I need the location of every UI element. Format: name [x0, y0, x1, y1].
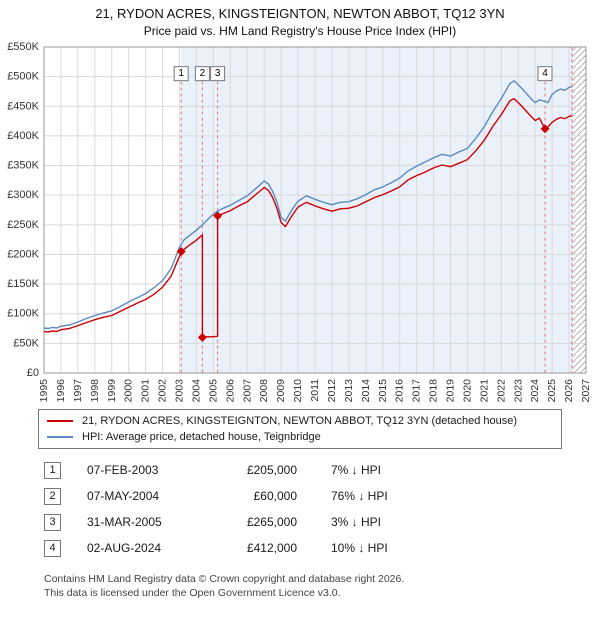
x-axis-tick-label: 2009	[275, 379, 287, 403]
sale-date: 07-MAY-2004	[87, 489, 160, 503]
chart-legend: 21, RYDON ACRES, KINGSTEIGNTON, NEWTON A…	[38, 409, 562, 449]
x-axis-tick-label: 2020	[461, 379, 473, 403]
x-axis-tick-label: 2007	[241, 379, 253, 403]
chart-header: 21, RYDON ACRES, KINGSTEIGNTON, NEWTON A…	[0, 0, 600, 39]
sale-label-box-3	[210, 66, 226, 82]
y-axis-tick-label: £0	[27, 367, 39, 379]
sale-number-badge: 4	[44, 539, 61, 557]
x-axis-tick-label: 2021	[478, 379, 490, 403]
sale-marker-2[interactable]	[197, 332, 207, 342]
sale-row-3: 3 31-MAR-2005 £265,000 3% ↓ HPI	[44, 509, 600, 535]
hpi-line-swatch	[47, 436, 73, 438]
sale-date: 31-MAR-2005	[87, 515, 162, 529]
x-axis-tick-label: 2027	[580, 379, 592, 403]
sale-row-2: 2 07-MAY-2004 £60,000 76% ↓ HPI	[44, 483, 600, 509]
sale-label-box-1	[173, 66, 189, 82]
y-axis-tick-label: £50K	[13, 337, 39, 349]
x-axis-tick-label: 2014	[360, 379, 372, 403]
x-axis-tick-label: 2001	[140, 379, 152, 403]
x-axis-tick-label: 2022	[495, 379, 507, 403]
sale-number-badge: 2	[44, 487, 61, 505]
sale-label-number: 1	[178, 68, 184, 79]
x-axis-tick-label: 2003	[174, 379, 186, 403]
x-axis-tick-label: 2011	[309, 379, 321, 402]
sale-number-badge: 3	[44, 513, 61, 531]
price-history-chart[interactable]: 1 2 3 4 £0 £50K £100K £150K £200K £250K £300K £350K…	[0, 41, 600, 409]
x-axis-tick-label: 2002	[157, 379, 169, 403]
x-axis-tick-label: 2018	[428, 379, 440, 403]
x-axis-tick-label: 2016	[394, 379, 406, 403]
legend-row-hpi: HPI: Average price, detached house, Teig…	[47, 429, 553, 445]
sale-label-box-2	[194, 66, 210, 82]
sale-label-number: 2	[200, 68, 206, 79]
hpi-line	[43, 80, 573, 330]
legend-hpi-label: HPI: Average price, detached house, Teig…	[82, 431, 321, 443]
sale-marker-1[interactable]	[176, 246, 186, 256]
x-axis-tick-label: 2024	[529, 379, 541, 403]
x-axis-tick-label: 2000	[123, 379, 135, 403]
sale-price: £412,000	[246, 541, 297, 555]
license-footer: Contains HM Land Registry data © Crown c…	[44, 573, 600, 600]
sale-hpi-delta: 3% ↓ HPI	[331, 515, 382, 529]
sale-price: £60,000	[253, 489, 297, 503]
sale-row-4: 4 02-AUG-2024 £412,000 10% ↓ HPI	[44, 535, 600, 561]
x-axis-tick-label: 2006	[224, 379, 236, 403]
y-axis-tick-label: £100K	[7, 308, 39, 320]
x-axis-tick-label: 2026	[563, 379, 575, 403]
sale-marker-4[interactable]	[540, 124, 550, 134]
property-line-swatch	[47, 420, 73, 422]
x-axis-tick-label: 2017	[411, 379, 423, 403]
page-title: 21, RYDON ACRES, KINGSTEIGNTON, NEWTON A…	[95, 6, 505, 21]
sale-label-number: 4	[542, 68, 548, 79]
sale-price: £265,000	[246, 515, 297, 529]
x-axis-tick-label: 1995	[38, 379, 50, 403]
sale-number-badge: 1	[44, 461, 61, 479]
x-axis-tick-label: 2015	[377, 379, 389, 403]
y-axis-tick-label: £450K	[7, 100, 39, 112]
y-axis-tick-label: £300K	[7, 189, 39, 201]
sale-price: £205,000	[246, 463, 297, 477]
sale-hpi-delta: 10% ↓ HPI	[331, 541, 388, 555]
x-axis-tick-label: 1999	[106, 379, 118, 403]
footer-line-1: Contains HM Land Registry data © Crown c…	[44, 573, 405, 585]
property-price-line	[43, 97, 573, 339]
y-axis-tick-label: £150K	[7, 278, 39, 290]
x-axis-tick-label: 2004	[190, 379, 202, 403]
x-axis-tick-label: 2005	[207, 379, 219, 403]
y-axis-tick-label: £400K	[7, 130, 39, 142]
x-axis-tick-label: 2013	[343, 379, 355, 403]
sale-hpi-delta: 7% ↓ HPI	[331, 463, 382, 477]
x-axis-tick-label: 1997	[72, 379, 84, 403]
plot-border	[43, 46, 587, 374]
x-axis-tick-label: 1998	[89, 379, 101, 403]
footer-line-2: This data is licensed under the Open Gov…	[44, 586, 341, 599]
x-axis-tick-label: 1996	[55, 379, 67, 403]
sale-marker-3[interactable]	[213, 211, 223, 221]
sales-table: 1 07-FEB-2003 £205,000 7% ↓ HPI 2 07-MAY…	[44, 457, 600, 561]
y-axis-tick-label: £200K	[7, 248, 39, 260]
sale-row-1: 1 07-FEB-2003 £205,000 7% ↓ HPI	[44, 457, 600, 483]
sale-date: 07-FEB-2003	[87, 463, 159, 477]
x-axis-tick-label: 2010	[292, 379, 304, 403]
y-axis-tick-label: £250K	[7, 219, 39, 231]
sale-label-box-4	[537, 66, 553, 82]
y-axis-tick-label: £500K	[7, 71, 39, 83]
x-axis-tick-label: 2008	[258, 379, 270, 403]
page-subtitle: Price paid vs. HM Land Registry's House …	[143, 24, 457, 38]
x-axis-tick-label: 2012	[326, 379, 338, 403]
x-axis-tick-label: 2025	[546, 379, 558, 403]
x-axis-tick-label: 2019	[445, 379, 457, 403]
x-axis-tick-label: 2023	[512, 379, 524, 403]
y-axis-tick-label: £550K	[7, 41, 39, 53]
legend-row-property: 21, RYDON ACRES, KINGSTEIGNTON, NEWTON A…	[47, 413, 553, 429]
y-axis-tick-label: £350K	[7, 160, 39, 172]
sale-hpi-delta: 76% ↓ HPI	[331, 489, 388, 503]
future-hatch-region	[571, 47, 586, 373]
ownership-band	[181, 47, 572, 373]
sale-label-number: 3	[215, 68, 221, 79]
legend-property-label: 21, RYDON ACRES, KINGSTEIGNTON, NEWTON A…	[82, 415, 518, 427]
sale-date: 02-AUG-2024	[87, 541, 162, 555]
